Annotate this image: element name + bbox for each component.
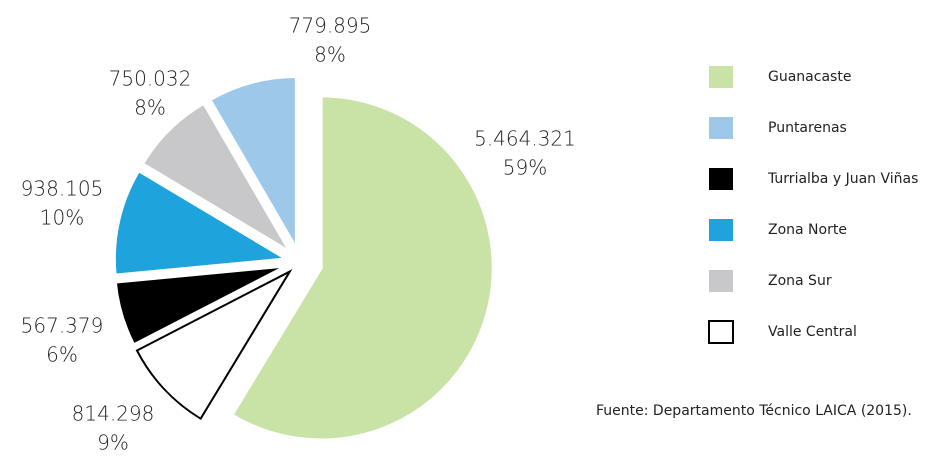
- legend-label: Zona Norte: [768, 222, 847, 238]
- pie-slice: [207, 74, 298, 255]
- pie-slice: [113, 264, 288, 347]
- legend-label: Zona Sur: [768, 273, 832, 289]
- legend-swatch: [708, 320, 734, 344]
- legend-label: Turrialba y Juan Viñas: [767, 171, 918, 187]
- pie-slice: [135, 269, 293, 421]
- percent-label: 8%: [314, 43, 346, 67]
- legend-swatch: [709, 219, 733, 241]
- percent-label: 8%: [134, 96, 166, 120]
- value-label: 938.105: [21, 177, 104, 201]
- value-label: 779.895: [289, 14, 372, 38]
- source-note: Fuente: Departamento Técnico LAICA (2015…: [596, 403, 912, 419]
- percent-label: 59%: [503, 156, 547, 180]
- value-label: 567.379: [21, 314, 104, 338]
- pie-slice: [140, 101, 295, 257]
- percent-label: 6%: [46, 343, 78, 367]
- value-label: 814.298: [72, 402, 155, 426]
- value-label: 750.032: [109, 67, 192, 91]
- pie-slice: [112, 168, 292, 277]
- legend-swatch: [709, 270, 733, 292]
- legend-swatch: [709, 117, 733, 139]
- percent-label: 10%: [40, 206, 84, 230]
- legend-label: Puntarenas: [768, 120, 847, 136]
- legend-label: Guanacaste: [768, 69, 851, 85]
- legend-swatch: [709, 66, 733, 88]
- percent-label: 9%: [97, 431, 129, 455]
- pie-slice: [230, 94, 495, 442]
- legend-label: Valle Central: [768, 324, 857, 340]
- legend-swatch: [709, 168, 733, 190]
- value-label: 5.464.321: [474, 127, 576, 151]
